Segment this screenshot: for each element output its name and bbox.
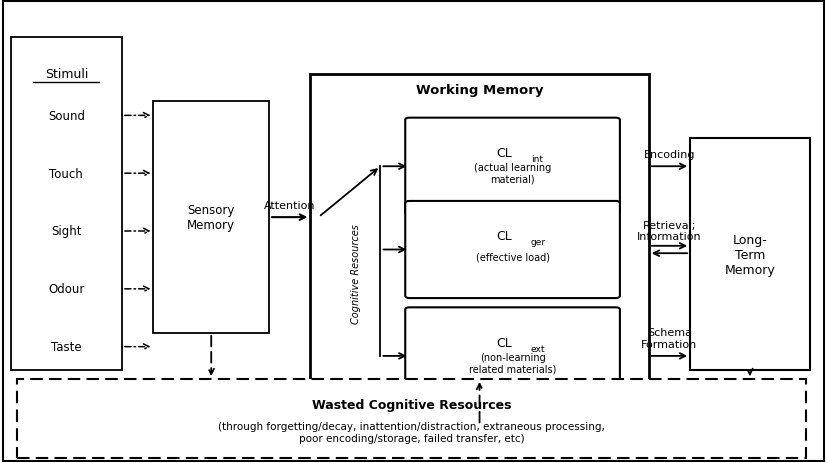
- Text: Sound: Sound: [48, 110, 85, 123]
- FancyBboxPatch shape: [405, 119, 620, 215]
- Text: Cognitive Resources: Cognitive Resources: [351, 223, 361, 323]
- Text: (effective load): (effective load): [476, 252, 550, 262]
- Text: Wasted Cognitive Resources: Wasted Cognitive Resources: [312, 398, 511, 411]
- Text: Odour: Odour: [48, 283, 84, 296]
- Text: int: int: [531, 155, 543, 163]
- Text: ext: ext: [531, 344, 545, 353]
- FancyBboxPatch shape: [405, 201, 620, 299]
- FancyBboxPatch shape: [405, 308, 620, 405]
- Text: Working Memory: Working Memory: [416, 84, 543, 97]
- Text: (actual learning
material): (actual learning material): [474, 163, 552, 185]
- Text: Stimuli: Stimuli: [45, 68, 88, 81]
- Text: Long-
Term
Memory: Long- Term Memory: [724, 233, 775, 276]
- Text: Touch: Touch: [50, 167, 84, 180]
- Text: CL: CL: [496, 336, 512, 349]
- Text: Sensory
Memory: Sensory Memory: [187, 204, 235, 232]
- FancyBboxPatch shape: [690, 139, 810, 370]
- FancyBboxPatch shape: [154, 102, 269, 333]
- Text: CL: CL: [496, 230, 512, 243]
- Text: (through forgetting/decay, inattention/distraction, extraneous processing,
poor : (through forgetting/decay, inattention/d…: [218, 421, 605, 443]
- FancyBboxPatch shape: [17, 379, 805, 458]
- Text: CL: CL: [496, 147, 512, 160]
- Text: Retrieval;
Information: Retrieval; Information: [637, 220, 702, 242]
- Text: Encoding: Encoding: [643, 150, 696, 160]
- Text: ger: ger: [531, 238, 546, 247]
- Text: Schema
Formation: Schema Formation: [641, 328, 697, 349]
- Text: Sight: Sight: [51, 225, 82, 238]
- FancyBboxPatch shape: [310, 75, 649, 425]
- FancyBboxPatch shape: [3, 2, 824, 461]
- FancyBboxPatch shape: [11, 38, 122, 370]
- Text: Attention: Attention: [264, 201, 315, 211]
- Text: Taste: Taste: [51, 340, 82, 353]
- Text: (non-learning
related materials): (non-learning related materials): [469, 352, 557, 374]
